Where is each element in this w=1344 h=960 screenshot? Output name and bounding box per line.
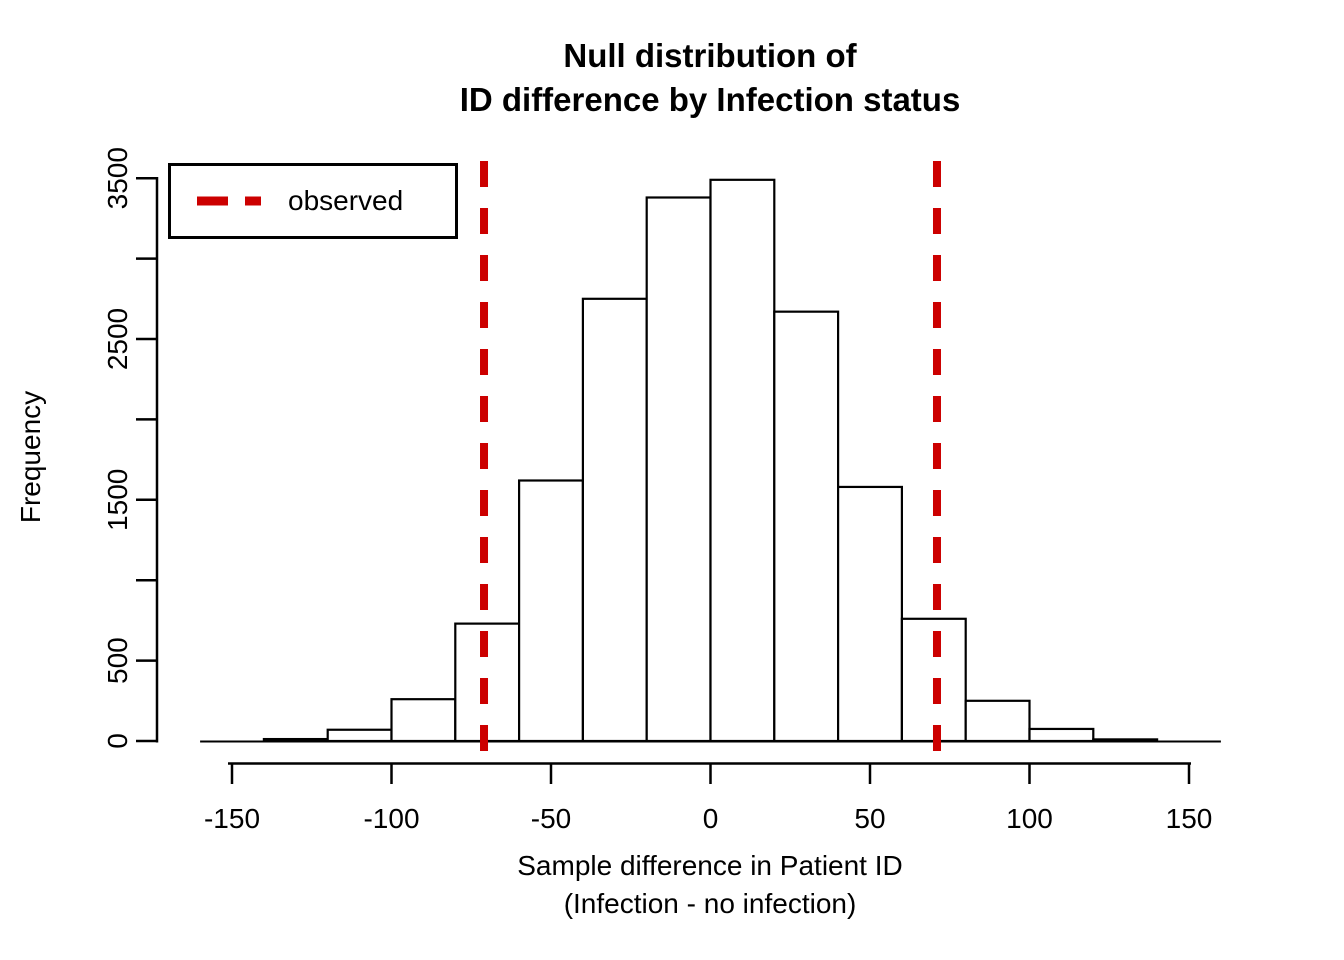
x-tick-label: 100 [1006,803,1053,834]
y-tick-label: 500 [102,637,133,684]
histogram-bar [326,728,393,743]
histogram-bar [581,297,648,743]
histogram-bar [709,178,776,743]
x-axis-title-line2: (Infection - no infection) [563,888,857,919]
histogram-bar [836,485,903,743]
histogram-bar [645,196,712,743]
x-tick-label: 50 [854,803,885,834]
x-tick-label: -150 [204,803,260,834]
histogram-bar [517,479,584,743]
histogram-bar [262,737,329,743]
x-tick-label: 0 [703,803,719,834]
chart-title-line2: ID difference by Infection status [459,81,961,118]
y-tick-label: 1500 [102,469,133,531]
x-tick-label: -100 [363,803,419,834]
histogram-bar [390,698,457,743]
x-tick-label: 150 [1166,803,1213,834]
histogram-bar [1092,738,1159,743]
legend-dashed-line-sample [197,196,261,206]
y-tick-label: 3500 [102,147,133,209]
y-axis-title: Frequency [15,390,46,524]
x-tick-label: -50 [531,803,571,834]
y-tick-label: 2500 [102,308,133,370]
x-axis-title: Sample difference in Patient ID (Infecti… [517,847,902,923]
histogram-bar [773,310,840,743]
y-tick-label: 0 [102,733,133,749]
x-axis-title-line1: Sample difference in Patient ID [517,850,903,881]
legend-label: observed [288,185,404,216]
chart-title-line1: Null distribution of [563,37,857,74]
chart-title: Null distribution of ID difference by In… [460,34,961,122]
histogram-bar [1028,727,1095,743]
legend: observed [168,163,458,239]
histogram-bar [964,699,1031,743]
